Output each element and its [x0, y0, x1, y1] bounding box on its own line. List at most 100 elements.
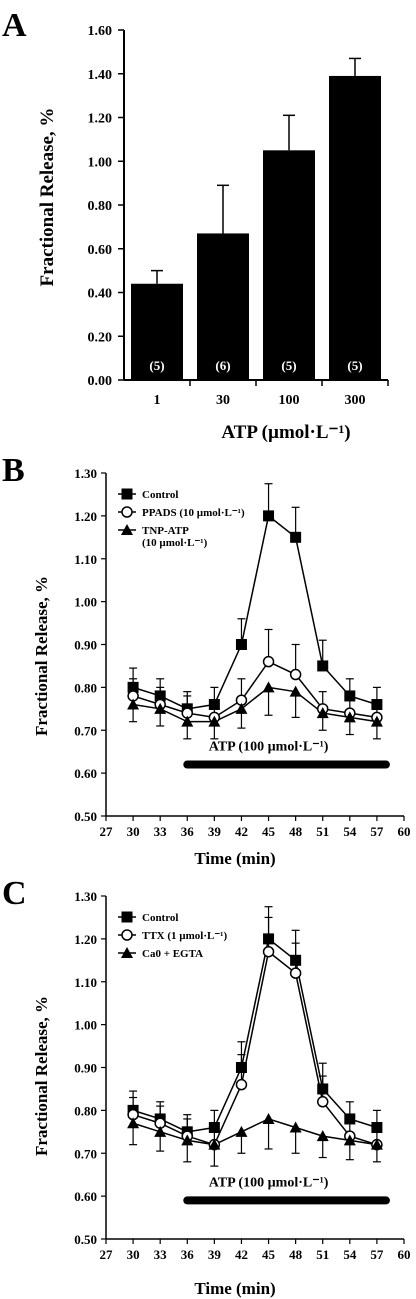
- data-point-c-1: [289, 967, 302, 979]
- panel-letter-b: B: [2, 452, 25, 489]
- legend-marker-c: [121, 929, 133, 941]
- y-tick-label-a: 1.00: [88, 155, 113, 170]
- y-tick-label-a: 1.60: [88, 24, 113, 39]
- series-line-b-1: [132, 660, 378, 719]
- legend-label-c: Control: [142, 912, 178, 924]
- data-point-b-2: [289, 685, 302, 697]
- data-point-b-2: [208, 715, 221, 727]
- y-axis-title-b: Fractional Release, %: [32, 576, 51, 736]
- x-tick-label-b: 36: [181, 824, 195, 839]
- y-tick-label-a: 0.20: [88, 330, 113, 345]
- bar-a: [329, 75, 381, 380]
- data-point-b-2: [127, 698, 140, 710]
- x-tick-label-c: 57: [370, 1247, 384, 1262]
- data-point-c-2: [262, 1112, 275, 1124]
- x-tick-label-c: 42: [235, 1247, 248, 1262]
- legend-marker-b: [121, 524, 133, 535]
- legend-label-b: TNP-ATP: [142, 525, 189, 537]
- data-point-c-2: [343, 1134, 356, 1146]
- data-point-c-0: [263, 933, 275, 945]
- series-line-b-2: [132, 686, 378, 723]
- y-tick-label-c: 0.50: [74, 1232, 97, 1247]
- data-point-b-2: [262, 681, 275, 693]
- y-tick-label-c: 0.60: [74, 1189, 97, 1204]
- series-line-c-0: [132, 937, 378, 1133]
- data-point-c-0: [317, 1083, 329, 1095]
- y-axis-title-c: Fractional Release, %: [32, 996, 51, 1156]
- data-point-c-2: [235, 1125, 248, 1137]
- data-point-b-2: [235, 702, 248, 714]
- chart-c: C Fractional Release, % 0.50 0.60 0.70 0.80…: [2, 875, 411, 1298]
- y-tick-label-b: 0.70: [74, 723, 97, 738]
- x-tick-label-b: 57: [370, 824, 384, 839]
- bar-label-a: (5): [347, 358, 362, 373]
- x-tick-label-c: 36: [181, 1247, 195, 1262]
- x-tick-label-b: 45: [262, 824, 276, 839]
- legend-label-b: PPADS (10 µmol·L⁻¹): [142, 507, 245, 519]
- x-tick-label-b: 42: [235, 824, 248, 839]
- bar-label-a: (5): [149, 358, 164, 373]
- data-point-b-1: [262, 655, 275, 668]
- data-point-b-0: [208, 699, 220, 711]
- data-point-c-0: [371, 1122, 383, 1134]
- x-tick-label-a: 100: [279, 393, 300, 408]
- y-tick-label-a: 0.40: [88, 287, 113, 302]
- data-point-c-2: [127, 1117, 140, 1129]
- data-point-c-1: [235, 1078, 248, 1091]
- x-tick-label-b: 39: [208, 824, 222, 839]
- legend-marker-c: [121, 911, 133, 923]
- data-point-b-2: [181, 715, 194, 727]
- x-tick-label-b: 60: [398, 824, 411, 839]
- series-line-b-0: [132, 514, 378, 710]
- data-point-c-2: [208, 1138, 221, 1150]
- x-tick-label-b: 27: [100, 824, 114, 839]
- x-tick-label-c: 54: [343, 1247, 357, 1262]
- series-line-c-1: [132, 950, 378, 1146]
- data-point-c-0: [235, 1062, 247, 1073]
- x-tick-label-a: 300: [345, 393, 366, 408]
- data-point-c-0: [208, 1122, 220, 1134]
- legend-label-b: Control: [142, 489, 178, 501]
- legend-marker-c: [121, 947, 133, 958]
- x-tick-label-b: 51: [316, 824, 329, 839]
- plot-area-a: 0.00 0.20 0.40 0.60 0.80 1.00 1.20 1.40 1.60 (5) 1…: [88, 24, 389, 408]
- x-tick-label-c: 45: [262, 1247, 276, 1262]
- legend-label-c: TTX (1 µmol·L⁻¹): [142, 930, 227, 942]
- x-tick-label-c: 30: [127, 1247, 140, 1262]
- data-point-b-0: [317, 660, 329, 672]
- y-tick-label-b: 0.80: [74, 680, 97, 695]
- atp-bar-label-c: ATP (100 µmol·L⁻¹): [209, 1175, 329, 1190]
- chart-a: A Fractional Release, % 0.00 0.20 0.40 0.60…: [2, 7, 389, 443]
- legend-label-c: Ca0 + EGTA: [142, 948, 203, 960]
- legend-marker-b: [121, 506, 133, 518]
- x-tick-label-a: 30: [216, 393, 230, 408]
- series-line-c-2: [132, 1118, 378, 1146]
- y-tick-label-b: 1.00: [74, 595, 97, 610]
- x-tick-label-b: 48: [289, 824, 303, 839]
- chart-b: B Fractional Release, % 0.50 0.60 0.70 0.80…: [2, 452, 411, 868]
- data-point-b-0: [290, 531, 302, 543]
- x-axis-title-c: Time (min): [194, 1279, 275, 1298]
- y-tick-label-b: 0.50: [74, 809, 97, 824]
- data-point-b-2: [316, 707, 329, 719]
- x-tick-label-a: 1: [154, 393, 161, 408]
- bar-a: [263, 150, 315, 380]
- bar-label-a: (6): [215, 358, 230, 373]
- x-axis-title-b: Time (min): [194, 849, 275, 868]
- data-point-b-2: [343, 711, 356, 723]
- x-tick-label-c: 51: [316, 1247, 329, 1262]
- data-point-b-0: [344, 690, 356, 702]
- x-tick-label-c: 33: [154, 1247, 168, 1262]
- data-point-c-2: [154, 1125, 167, 1137]
- y-tick-label-c: 1.10: [74, 975, 97, 990]
- data-point-c-2: [289, 1121, 302, 1133]
- data-point-b-2: [154, 702, 167, 714]
- data-point-c-2: [316, 1130, 329, 1142]
- x-tick-label-b: 54: [343, 824, 357, 839]
- plot-area-b: 0.50 0.60 0.70 0.80 0.90 1.00 1.10 1.20 1.30 27 30…: [74, 466, 410, 839]
- bar-a: [197, 233, 249, 380]
- x-tick-label-c: 60: [398, 1247, 411, 1262]
- data-point-b-0: [235, 639, 247, 650]
- y-tick-label-a: 0.80: [88, 199, 113, 214]
- data-point-c-0: [290, 954, 302, 966]
